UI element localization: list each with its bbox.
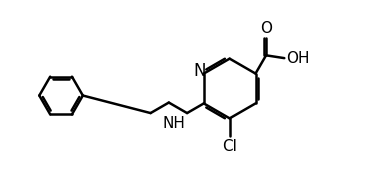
Text: Cl: Cl — [222, 139, 237, 154]
Text: NH: NH — [162, 116, 185, 131]
Text: N: N — [193, 62, 205, 80]
Text: OH: OH — [286, 51, 309, 66]
Text: O: O — [260, 21, 272, 36]
